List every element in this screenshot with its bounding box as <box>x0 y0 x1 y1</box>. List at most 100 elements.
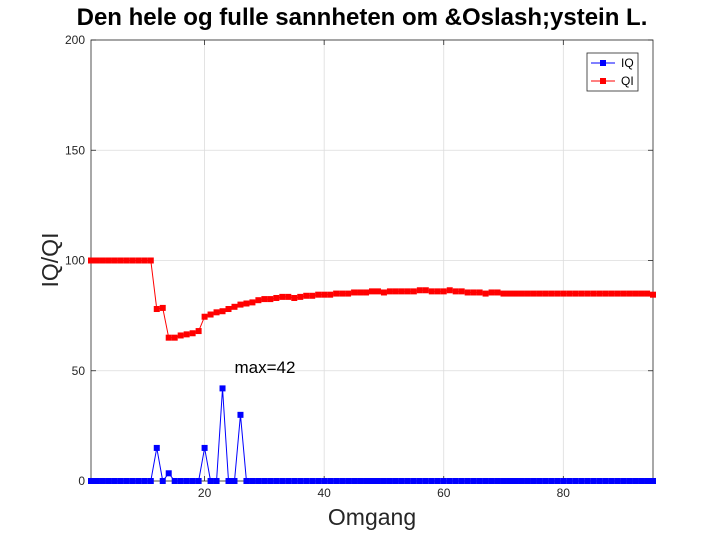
data-point-iq <box>207 478 214 484</box>
data-point-iq <box>165 470 172 477</box>
legend-qi-label: QI <box>621 74 634 88</box>
x-axis-label: Omgang <box>328 504 416 530</box>
data-point-iq <box>339 478 346 484</box>
data-point-iq <box>153 444 160 451</box>
data-point-iq <box>584 478 591 484</box>
data-point-iq <box>518 478 525 484</box>
data-point-qi <box>596 290 603 297</box>
data-point-qi <box>452 288 459 295</box>
data-point-qi <box>386 288 393 295</box>
data-point-qi <box>548 290 555 297</box>
data-point-qi <box>440 288 447 295</box>
data-point-iq <box>590 478 597 484</box>
data-point-iq <box>321 478 328 484</box>
data-point-qi <box>303 292 310 299</box>
data-point-iq <box>578 478 585 484</box>
data-point-qi <box>291 294 298 301</box>
data-point-qi <box>584 290 591 297</box>
data-point-iq <box>524 478 531 484</box>
data-point-qi <box>572 290 579 297</box>
series-qi <box>88 257 656 341</box>
data-point-iq <box>650 478 656 484</box>
data-point-iq <box>500 478 507 484</box>
data-point-iq <box>297 478 304 484</box>
data-point-qi <box>183 331 190 338</box>
data-point-iq <box>249 478 256 484</box>
legend: IQ QI <box>586 52 639 92</box>
data-point-qi <box>494 289 501 296</box>
data-point-iq <box>261 478 268 484</box>
data-point-qi <box>554 290 561 297</box>
data-point-iq <box>542 478 549 484</box>
data-point-iq <box>476 478 483 484</box>
data-point-qi <box>147 257 154 264</box>
data-point-iq <box>327 478 334 484</box>
data-point-qi <box>626 290 633 297</box>
data-point-iq <box>506 478 513 484</box>
data-point-iq <box>434 478 441 484</box>
data-point-iq <box>141 478 148 484</box>
data-point-qi <box>201 313 208 320</box>
data-point-iq <box>632 478 639 484</box>
x-tick-label: 20 <box>198 486 212 500</box>
data-point-iq <box>608 478 615 484</box>
data-point-qi <box>135 257 142 264</box>
data-series <box>88 257 656 484</box>
data-point-iq <box>303 478 310 484</box>
data-point-iq <box>410 478 417 484</box>
data-point-qi <box>255 297 262 304</box>
y-tick-label: 150 <box>65 143 85 157</box>
data-point-iq <box>93 478 100 484</box>
data-point-iq <box>398 478 405 484</box>
series-iq <box>88 385 656 484</box>
data-point-qi <box>159 304 166 311</box>
data-point-qi <box>351 289 358 296</box>
data-point-iq <box>147 478 154 484</box>
data-point-qi <box>542 290 549 297</box>
x-tick-label: 60 <box>437 486 451 500</box>
data-point-iq <box>363 478 370 484</box>
data-point-qi <box>123 257 130 264</box>
data-point-iq <box>225 478 232 484</box>
data-point-qi <box>111 257 118 264</box>
data-point-iq <box>392 478 399 484</box>
data-point-qi <box>434 288 441 295</box>
data-point-iq <box>219 385 226 392</box>
data-point-iq <box>494 478 501 484</box>
data-point-iq <box>452 478 459 484</box>
data-point-qi <box>590 290 597 297</box>
data-point-iq <box>177 478 184 484</box>
data-point-qi <box>333 290 340 297</box>
data-point-qi <box>279 293 286 300</box>
data-point-qi <box>327 291 334 298</box>
data-point-qi <box>93 257 100 264</box>
data-point-qi <box>500 290 507 297</box>
data-point-iq <box>345 478 352 484</box>
data-point-iq <box>482 478 489 484</box>
max-annotation: max=42 <box>234 358 295 377</box>
data-point-qi <box>369 288 375 295</box>
data-point-iq <box>554 478 561 484</box>
data-point-iq <box>416 478 423 484</box>
data-point-qi <box>566 290 573 297</box>
data-point-qi <box>249 299 256 306</box>
data-point-iq <box>123 478 130 484</box>
data-point-iq <box>255 478 262 484</box>
data-point-qi <box>88 257 94 264</box>
data-point-iq <box>267 478 274 484</box>
data-point-iq <box>566 478 573 484</box>
data-point-qi <box>213 309 220 316</box>
data-point-iq <box>602 478 609 484</box>
data-point-qi <box>231 303 238 310</box>
data-point-qi <box>380 289 387 296</box>
data-point-iq <box>369 478 375 484</box>
legend-box <box>586 52 639 92</box>
data-point-iq <box>596 478 603 484</box>
data-point-qi <box>117 257 124 264</box>
legend-iq-marker <box>600 60 606 66</box>
data-point-iq <box>422 478 429 484</box>
data-point-iq <box>428 478 435 484</box>
data-point-iq <box>548 478 555 484</box>
x-tick-label: 80 <box>557 486 571 500</box>
